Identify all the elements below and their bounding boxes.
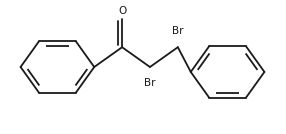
Text: Br: Br	[172, 26, 184, 36]
Text: O: O	[118, 6, 126, 16]
Text: Br: Br	[144, 78, 156, 88]
